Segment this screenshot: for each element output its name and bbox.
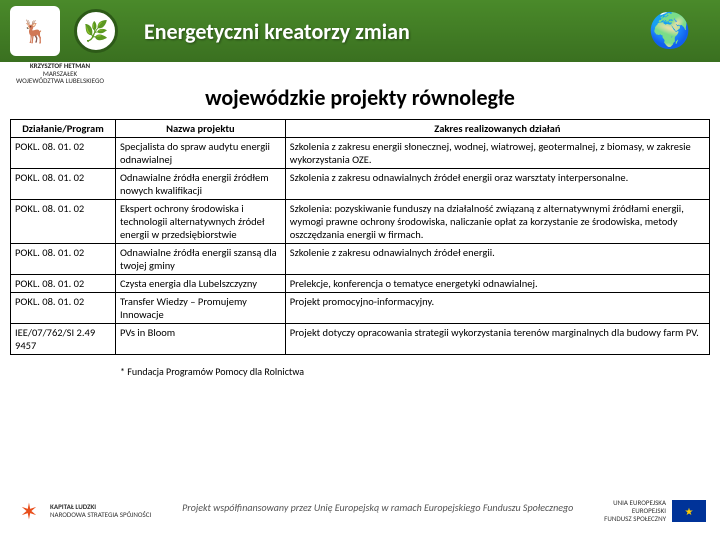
eu-line3: FUNDUSZ SPOŁECZNY [604, 515, 666, 523]
table-header-row: Działanie/Program Nazwa projektu Zakres … [11, 120, 710, 138]
footnote: * Fundacja Programów Pomocy dla Rolnictw… [120, 365, 720, 378]
table-cell: Odnawialne źródła energii źródłem nowych… [115, 169, 285, 200]
table-cell: POKL. 08. 01. 02 [11, 244, 116, 275]
footer-logo-left: ✶ KAPITAŁ LUDZKI NARODOWA STRATEGIA SPÓJ… [14, 496, 151, 526]
foundation-logo-icon: 🌿 [74, 9, 118, 53]
table-row: POKL. 08. 01. 02Transfer Wiedzy – Promuj… [11, 293, 710, 324]
kapital-ludzki-label: KAPITAŁ LUDZKI NARODOWA STRATEGIA SPÓJNO… [50, 503, 151, 518]
col-header-program: Działanie/Program [11, 120, 116, 138]
table-cell: POKL. 08. 01. 02 [11, 275, 116, 293]
footer-bar: ✶ KAPITAŁ LUDZKI NARODOWA STRATEGIA SPÓJ… [0, 482, 720, 540]
table-row: POKL. 08. 01. 02Odnawialne źródła energi… [11, 244, 710, 275]
table-cell: Projekt promocyjno-informacyjny. [285, 293, 709, 324]
eu-label: UNIA EUROPEJSKA EUROPEJSKI FUNDUSZ SPOŁE… [604, 499, 666, 522]
table-cell: POKL. 08. 01. 02 [11, 138, 116, 169]
table-cell: Transfer Wiedzy – Promujemy Innowacje [115, 293, 285, 324]
table-row: POKL. 08. 01. 02Ekspert ochrony środowis… [11, 200, 710, 244]
table-cell: IEE/07/762/SI 2.49 9457 [11, 324, 116, 355]
table-cell: PVs in Bloom [115, 324, 285, 355]
table-cell: Czysta energia dla Lubelszczyzny [115, 275, 285, 293]
table-cell: POKL. 08. 01. 02 [11, 169, 116, 200]
table-cell: Ekspert ochrony środowiska i technologii… [115, 200, 285, 244]
table-cell: Projekt dotyczy opracowania strategii wy… [285, 324, 709, 355]
table-cell: Prelekcje, konferencja o tematyce energe… [285, 275, 709, 293]
kl-line2: NARODOWA STRATEGIA SPÓJNOŚCI [50, 511, 151, 519]
table-cell: POKL. 08. 01. 02 [11, 200, 116, 244]
table-cell: Szkolenie z zakresu odnawialnych źródeł … [285, 244, 709, 275]
kapital-ludzki-icon: ✶ [14, 496, 44, 526]
table-cell: Szkolenia z zakresu odnawialnych źródeł … [285, 169, 709, 200]
table-cell: Specjalista do spraw audytu energii odna… [115, 138, 285, 169]
table-cell: POKL. 08. 01. 02 [11, 293, 116, 324]
col-header-scope: Zakres realizowanych działań [285, 120, 709, 138]
table-row: POKL. 08. 01. 02Czysta energia dla Lubel… [11, 275, 710, 293]
page-title: wojewódzkie projekty równoległe [0, 84, 720, 111]
globe-icon: 🌍 [630, 4, 710, 58]
table-row: POKL. 08. 01. 02Specjalista do spraw aud… [11, 138, 710, 169]
header-sub-left: KRZYSZTOF HETMAN MARSZAŁEK WOJEWÓDZTWA L… [10, 62, 110, 85]
col-header-name: Nazwa projektu [115, 120, 285, 138]
table-cell: Odnawialne źródła energii szansą dla two… [115, 244, 285, 275]
eu-flag-icon: ★ [672, 500, 706, 522]
table-cell: Szkolenia: pozyskiwanie funduszy na dzia… [285, 200, 709, 244]
table-row: POKL. 08. 01. 02Odnawialne źródła energi… [11, 169, 710, 200]
coat-of-arms-icon: 🦌 [10, 6, 60, 56]
header-bar: 🦌 🌿 Energetyczni kreatorzy zmian 🌍 [0, 0, 720, 62]
footer-logo-right: UNIA EUROPEJSKA EUROPEJSKI FUNDUSZ SPOŁE… [604, 499, 706, 522]
footer-cofinancing-text: Projekt współfinansowany przez Unię Euro… [151, 501, 604, 522]
table-row: IEE/07/762/SI 2.49 9457PVs in BloomProje… [11, 324, 710, 355]
marshal-region: WOJEWÓDZTWA LUBELSKIEGO [10, 77, 110, 85]
header-title: Energetyczni kreatorzy zmian [144, 18, 410, 45]
table-cell: Szkolenia z zakresu energii słonecznej, … [285, 138, 709, 169]
projects-table: Działanie/Program Nazwa projektu Zakres … [10, 119, 710, 355]
